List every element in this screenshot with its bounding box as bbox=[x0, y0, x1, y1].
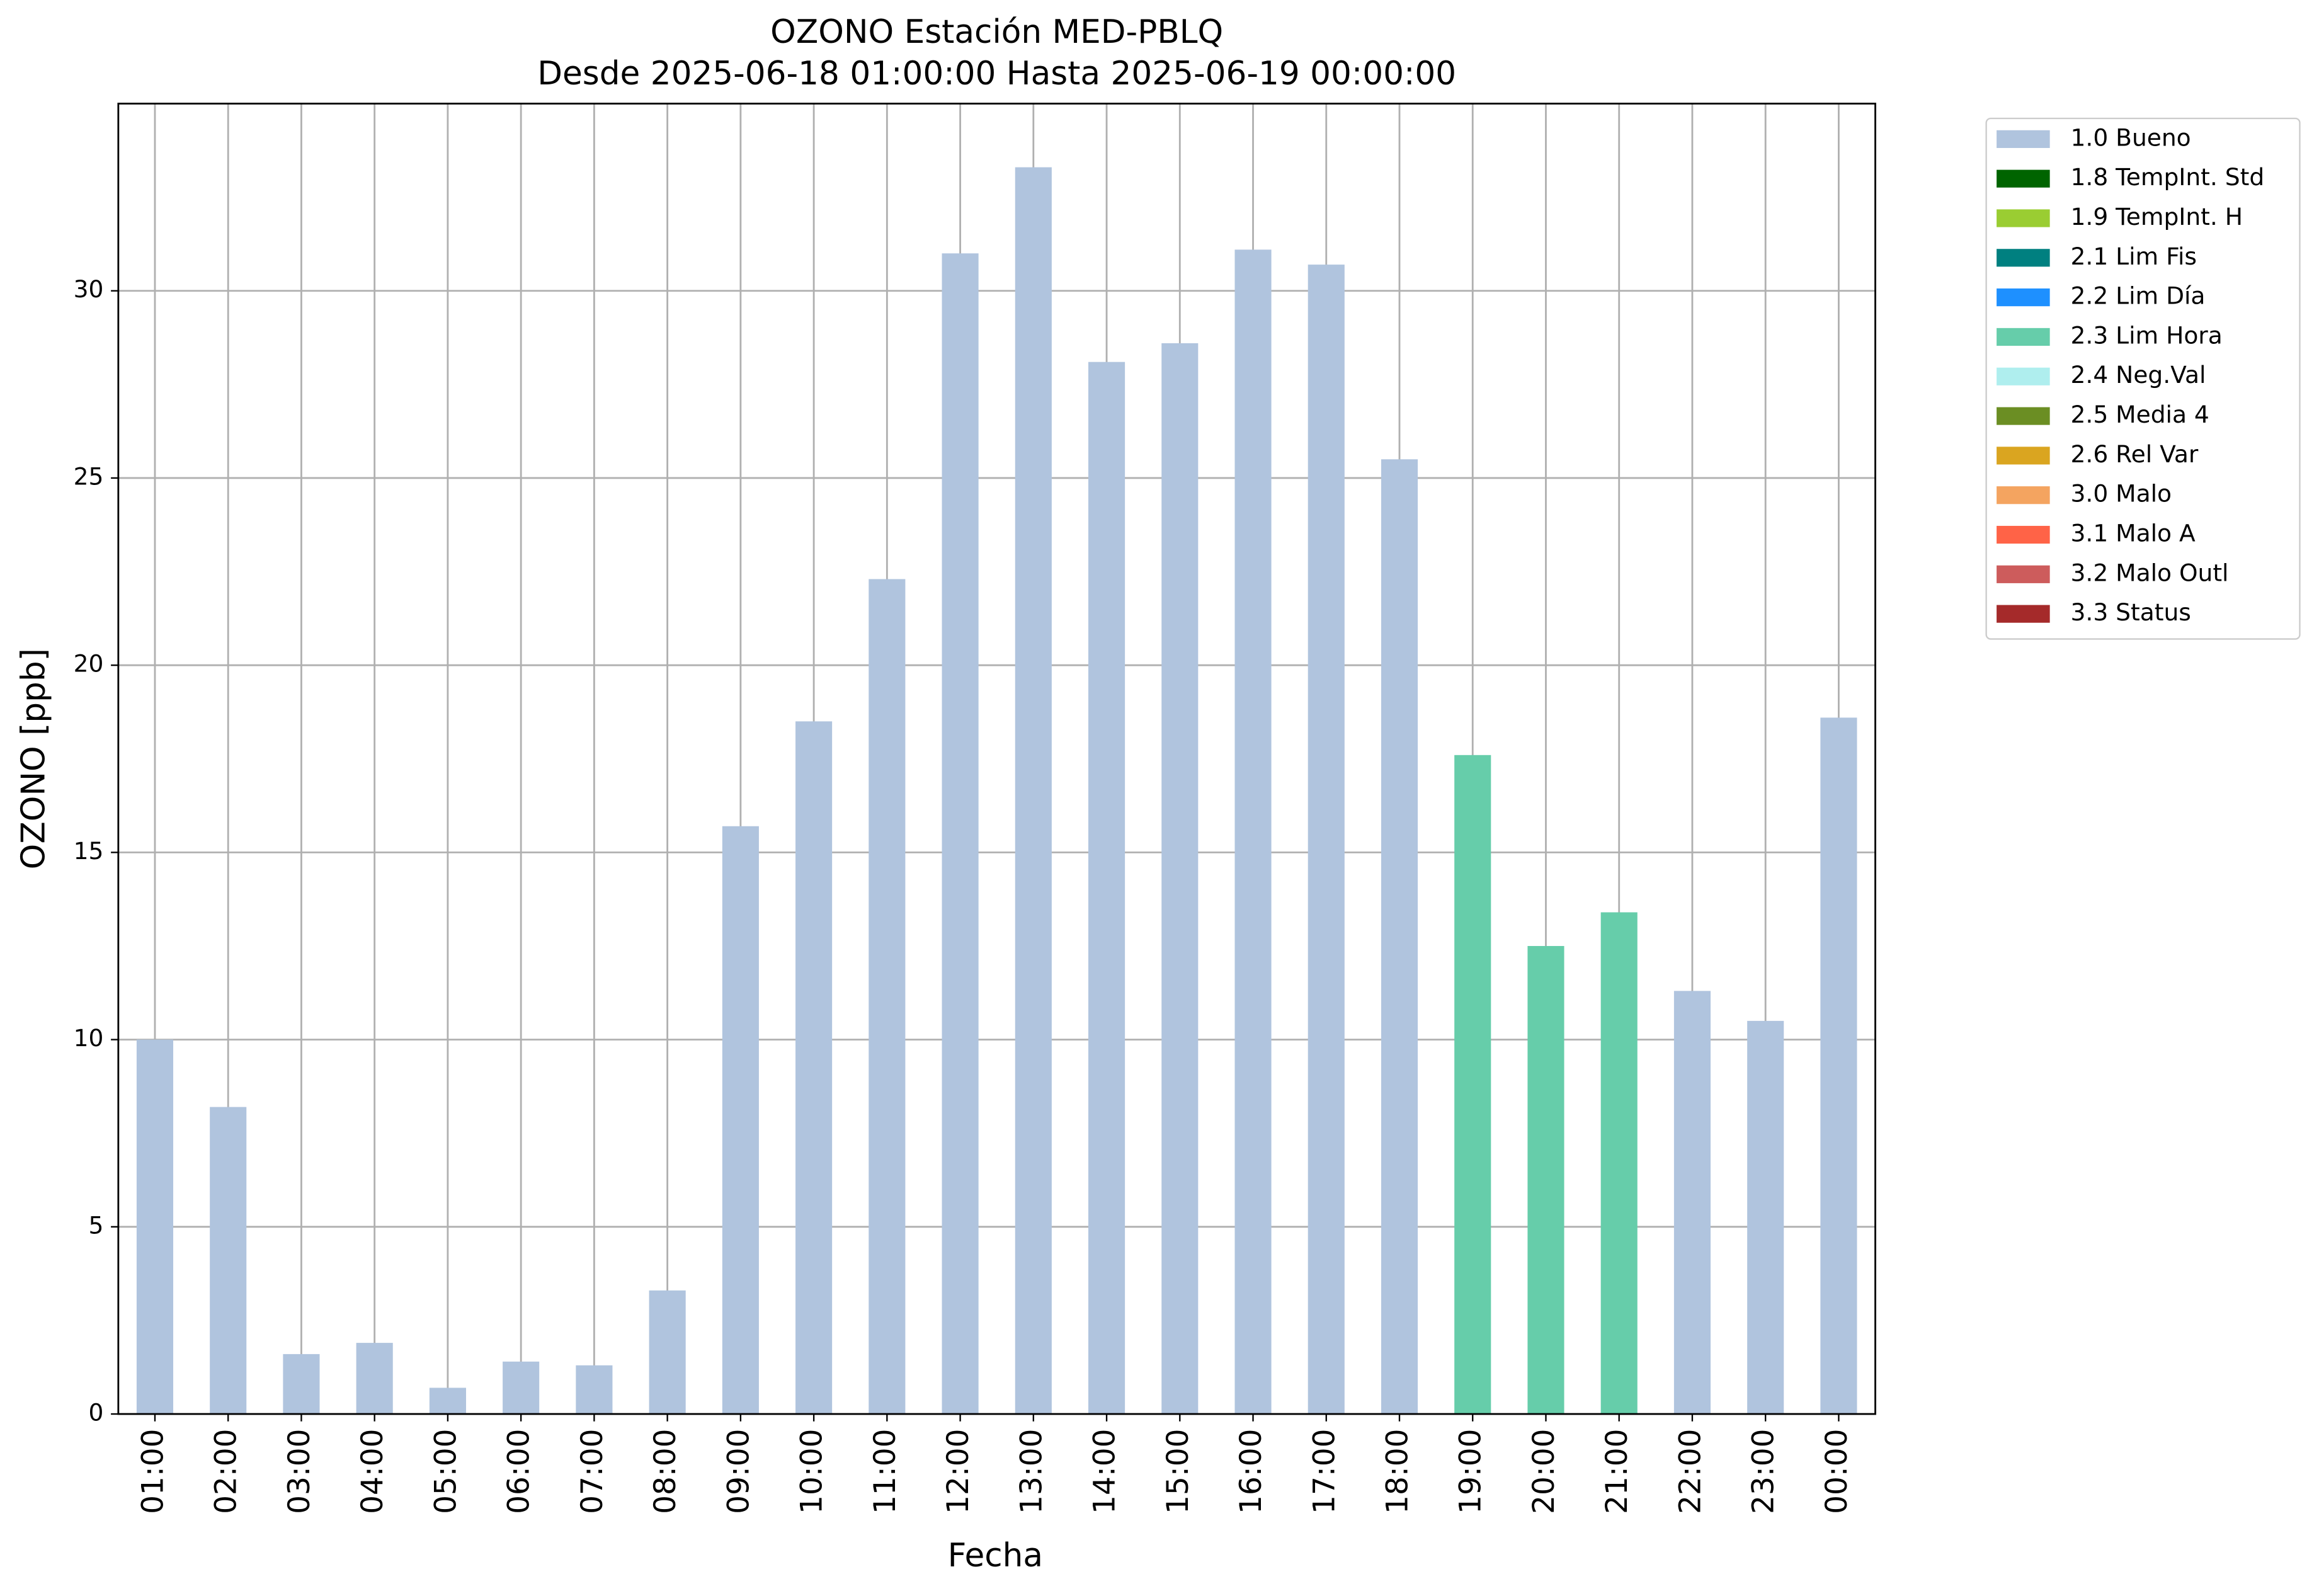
bar bbox=[1161, 343, 1199, 1415]
y-tick-label: 25 bbox=[74, 462, 104, 490]
y-tick-label: 10 bbox=[74, 1024, 104, 1052]
bar bbox=[1381, 459, 1418, 1415]
x-tick-label: 10:00 bbox=[795, 1429, 829, 1514]
bar bbox=[1308, 265, 1345, 1415]
bar bbox=[283, 1354, 320, 1415]
x-axis-label: Fecha bbox=[948, 1537, 1043, 1575]
legend-swatch bbox=[1997, 447, 2050, 465]
bar bbox=[356, 1343, 393, 1415]
x-tick-label: 17:00 bbox=[1307, 1429, 1342, 1514]
legend-label: 1.0 Bueno bbox=[2071, 123, 2191, 151]
x-tick-label: 21:00 bbox=[1600, 1429, 1634, 1514]
bar bbox=[503, 1361, 540, 1415]
bar bbox=[1820, 717, 1857, 1415]
x-tick-label: 00:00 bbox=[1820, 1429, 1854, 1514]
legend-swatch bbox=[1997, 407, 2050, 425]
y-tick-label: 0 bbox=[88, 1399, 103, 1427]
legend-label: 1.8 TempInt. Std bbox=[2071, 163, 2265, 191]
legend-swatch bbox=[1997, 288, 2050, 307]
plot-frame bbox=[117, 103, 1876, 1415]
bar bbox=[1015, 167, 1052, 1415]
legend-label: 3.2 Malo Outl bbox=[2071, 559, 2229, 586]
bar bbox=[1527, 945, 1564, 1415]
bar bbox=[722, 826, 759, 1415]
bar bbox=[1234, 249, 1272, 1415]
x-tick-label: 20:00 bbox=[1527, 1429, 1561, 1514]
x-tick-label: 19:00 bbox=[1454, 1429, 1488, 1514]
x-tick-label: 09:00 bbox=[721, 1429, 756, 1514]
bar bbox=[136, 1039, 174, 1415]
legend-swatch bbox=[1997, 605, 2050, 623]
x-tick-label: 02:00 bbox=[209, 1429, 244, 1514]
legend-swatch bbox=[1997, 367, 2050, 385]
legend-label: 3.1 Malo A bbox=[2071, 520, 2196, 547]
chart-title: OZONO Estación MED-PBLQ bbox=[770, 13, 1223, 51]
y-axis-label: OZONO [ppb] bbox=[14, 648, 52, 869]
bar bbox=[869, 579, 906, 1415]
bar bbox=[1673, 991, 1711, 1415]
legend-label: 2.5 Media 4 bbox=[2071, 401, 2209, 428]
legend-label: 3.0 Malo bbox=[2071, 480, 2172, 508]
x-tick-label: 07:00 bbox=[575, 1429, 610, 1514]
legend-label: 2.4 Neg.Val bbox=[2071, 361, 2206, 389]
x-tick-label: 18:00 bbox=[1380, 1429, 1415, 1514]
x-tick-label: 06:00 bbox=[502, 1429, 537, 1514]
bar bbox=[795, 721, 833, 1415]
y-tick-label: 15 bbox=[74, 837, 104, 865]
x-tick-label: 23:00 bbox=[1746, 1429, 1781, 1514]
legend-swatch bbox=[1997, 328, 2050, 346]
legend-label: 2.2 Lim Día bbox=[2071, 282, 2206, 310]
bar bbox=[942, 253, 979, 1415]
legend-swatch bbox=[1997, 130, 2050, 148]
bar bbox=[1088, 362, 1125, 1415]
x-tick-label: 14:00 bbox=[1088, 1429, 1122, 1514]
legend-box bbox=[1985, 117, 2301, 640]
legend-swatch bbox=[1997, 169, 2050, 188]
legend-label: 1.9 TempInt. H bbox=[2071, 203, 2243, 231]
x-tick-label: 12:00 bbox=[941, 1429, 976, 1514]
x-tick-label: 03:00 bbox=[282, 1429, 317, 1514]
chart-subtitle: Desde 2025-06-18 01:00:00 Hasta 2025-06-… bbox=[537, 55, 1456, 93]
x-tick-label: 15:00 bbox=[1161, 1429, 1195, 1514]
x-tick-label: 16:00 bbox=[1234, 1429, 1268, 1514]
x-tick-label: 08:00 bbox=[648, 1429, 683, 1514]
y-tick-label: 5 bbox=[88, 1211, 103, 1239]
bar bbox=[576, 1365, 613, 1415]
x-tick-label: 13:00 bbox=[1014, 1429, 1049, 1514]
x-tick-label: 11:00 bbox=[868, 1429, 903, 1514]
plot-area: 0 5 10 15 20 25 30 01:00 02:00 03:00 04:00 05:00 06:… bbox=[74, 103, 1876, 1514]
x-tick-label: 22:00 bbox=[1673, 1429, 1707, 1514]
bar bbox=[429, 1388, 466, 1415]
legend-label: 2.3 Lim Hora bbox=[2071, 321, 2223, 349]
bar bbox=[649, 1290, 686, 1415]
legend-label: 2.1 Lim Fis bbox=[2071, 242, 2197, 270]
x-tick-label: 04:00 bbox=[355, 1429, 390, 1514]
x-tick-label: 05:00 bbox=[428, 1429, 463, 1514]
y-tick-label: 30 bbox=[74, 275, 104, 303]
y-tick-label: 20 bbox=[74, 650, 104, 678]
bar bbox=[1454, 755, 1491, 1415]
legend-label: 2.6 Rel Var bbox=[2071, 440, 2199, 468]
legend-swatch bbox=[1997, 249, 2050, 267]
legend-label: 3.3 Status bbox=[2071, 598, 2191, 626]
x-tick-label: 01:00 bbox=[135, 1429, 170, 1514]
bar bbox=[1600, 912, 1638, 1415]
bar bbox=[210, 1107, 247, 1415]
legend-swatch bbox=[1997, 486, 2050, 504]
legend-swatch bbox=[1997, 209, 2050, 227]
legend-swatch bbox=[1997, 565, 2050, 583]
legend-swatch bbox=[1997, 525, 2050, 544]
bar bbox=[1747, 1020, 1784, 1415]
legend: 1.0 Bueno 1.8 TempInt. Std 1.9 TempInt. H 2… bbox=[1985, 117, 2301, 640]
